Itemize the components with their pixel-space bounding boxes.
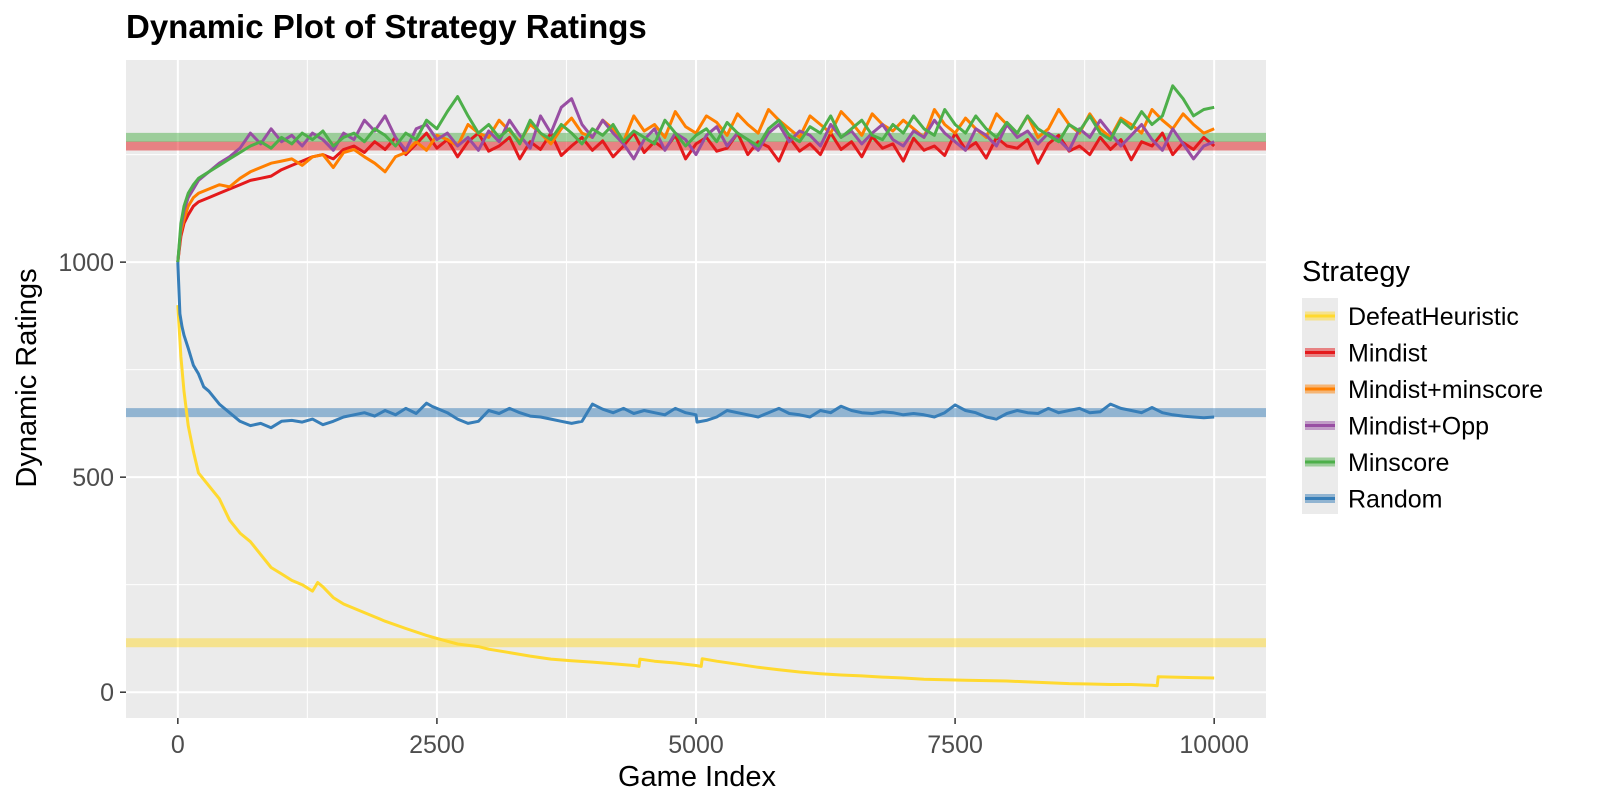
x-tick-label: 7500 [927, 731, 983, 759]
series-line-defeatheuristic [176, 305, 1215, 688]
y-axis-title: Dynamic Ratings [11, 268, 43, 487]
legend-label-mindist: Mindist [1348, 340, 1427, 368]
series-line-mindist-minscore [176, 108, 1215, 263]
x-tick-label: 10000 [1179, 731, 1249, 759]
legend: Strategy DefeatHeuristic Mindist Mindist+m… [1302, 256, 1543, 514]
series-lines [176, 84, 1216, 688]
x-tick-label: 0 [171, 731, 185, 759]
legend-key-background [1302, 298, 1338, 514]
legend-label-mindist-opp: Mindist+Opp [1348, 413, 1489, 441]
y-tick-label: 1000 [58, 249, 114, 277]
x-tick-label: 2500 [409, 731, 465, 759]
chart-title: Dynamic Plot of Strategy Ratings [126, 8, 647, 45]
series-line-minscore [176, 84, 1215, 263]
legend-label-defeatheuristic: DefeatHeuristic [1348, 303, 1519, 331]
y-axis: 0 500 1000 [58, 249, 126, 707]
grid-major [126, 60, 1266, 718]
legend-label-mindist-minscore: Mindist+minscore [1348, 376, 1543, 404]
legend-label-random: Random [1348, 486, 1443, 514]
x-axis: 0 2500 5000 7500 10000 [171, 718, 1249, 759]
series-line-mindist-opp [176, 97, 1215, 263]
series-line-random [176, 262, 1215, 430]
legend-label-minscore: Minscore [1348, 449, 1449, 477]
x-tick-label: 5000 [668, 731, 724, 759]
x-axis-title: Game Index [618, 761, 776, 793]
y-tick-label: 500 [72, 464, 114, 492]
legend-title: Strategy [1302, 256, 1410, 288]
y-tick-label: 0 [100, 679, 114, 707]
